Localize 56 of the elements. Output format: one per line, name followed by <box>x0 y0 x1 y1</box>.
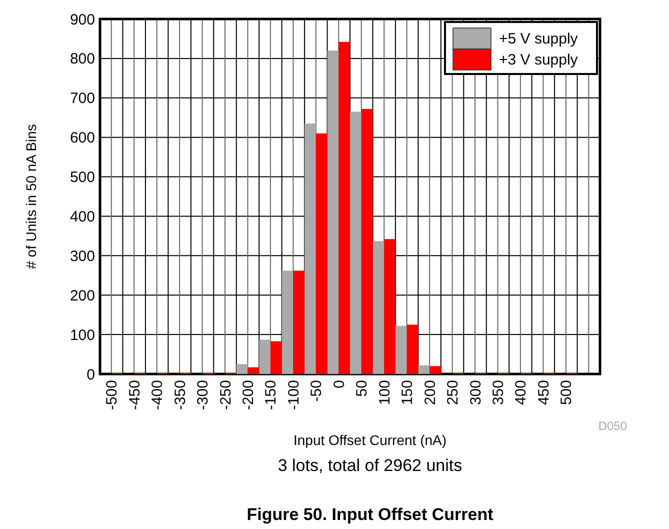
x-tick-label: -150 <box>262 380 280 410</box>
y-tick-label: 0 <box>86 366 95 384</box>
x-tick-label: -300 <box>194 380 212 410</box>
bar <box>259 340 270 374</box>
bar <box>350 112 362 374</box>
bar <box>372 241 384 374</box>
bar <box>361 108 373 374</box>
y-tick-label: 300 <box>70 248 95 265</box>
bar <box>418 365 430 374</box>
bar <box>338 42 350 374</box>
y-tick-label: 800 <box>70 50 95 68</box>
x-axis-title: Input Offset Current (nA) <box>293 432 447 448</box>
x-tick-label: 150 <box>399 380 416 406</box>
y-tick-label: 700 <box>70 90 95 108</box>
x-tick-label: 50 <box>354 380 371 397</box>
bar <box>384 239 396 374</box>
x-tick-label: 300 <box>467 380 484 406</box>
x-tick-label: -50 <box>308 380 326 402</box>
bar <box>395 326 407 374</box>
text: 3 lots, total of 2962 units <box>278 456 462 475</box>
x-tick-label: 350 <box>490 380 507 406</box>
legend-label: +3 V supply <box>499 51 578 68</box>
bar <box>236 364 248 374</box>
x-tick-label: -450 <box>126 380 144 410</box>
bar <box>327 50 339 374</box>
x-tick-label: -400 <box>149 380 166 410</box>
x-tick-label: -500 <box>104 380 121 410</box>
legend-label: +5 V supply <box>499 30 578 48</box>
bar <box>406 324 418 374</box>
y-tick-label: 900 <box>70 11 95 28</box>
text: D050 <box>598 419 628 433</box>
x-tick-label: 500 <box>558 380 576 406</box>
bar <box>316 133 328 374</box>
bar <box>248 367 260 374</box>
y-tick-label: 600 <box>70 130 95 147</box>
x-tick-label: 200 <box>422 380 439 406</box>
y-tick-label: 500 <box>70 169 95 186</box>
y-tick-label: 200 <box>70 287 95 304</box>
bar <box>430 366 441 374</box>
text: Figure 50. Input Offset Current <box>246 505 494 524</box>
x-tick-label: -200 <box>240 380 257 410</box>
bar <box>304 124 316 374</box>
y-axis-title: # of Units in 50 nA Bins <box>23 124 39 269</box>
x-tick-label: 0 <box>330 380 348 388</box>
x-tick-label: -350 <box>172 380 189 410</box>
x-tick-label: 400 <box>512 380 530 406</box>
y-tick-label: 100 <box>70 326 95 344</box>
bar <box>270 341 282 374</box>
bar <box>282 270 294 374</box>
y-tick-label: 400 <box>70 208 95 226</box>
x-tick-label: -250 <box>217 380 234 410</box>
x-tick-label: 100 <box>376 380 394 406</box>
x-tick-label: 250 <box>444 380 462 406</box>
x-tick-label: 450 <box>535 380 552 406</box>
bar <box>293 270 305 374</box>
x-tick-label: -100 <box>285 380 302 410</box>
